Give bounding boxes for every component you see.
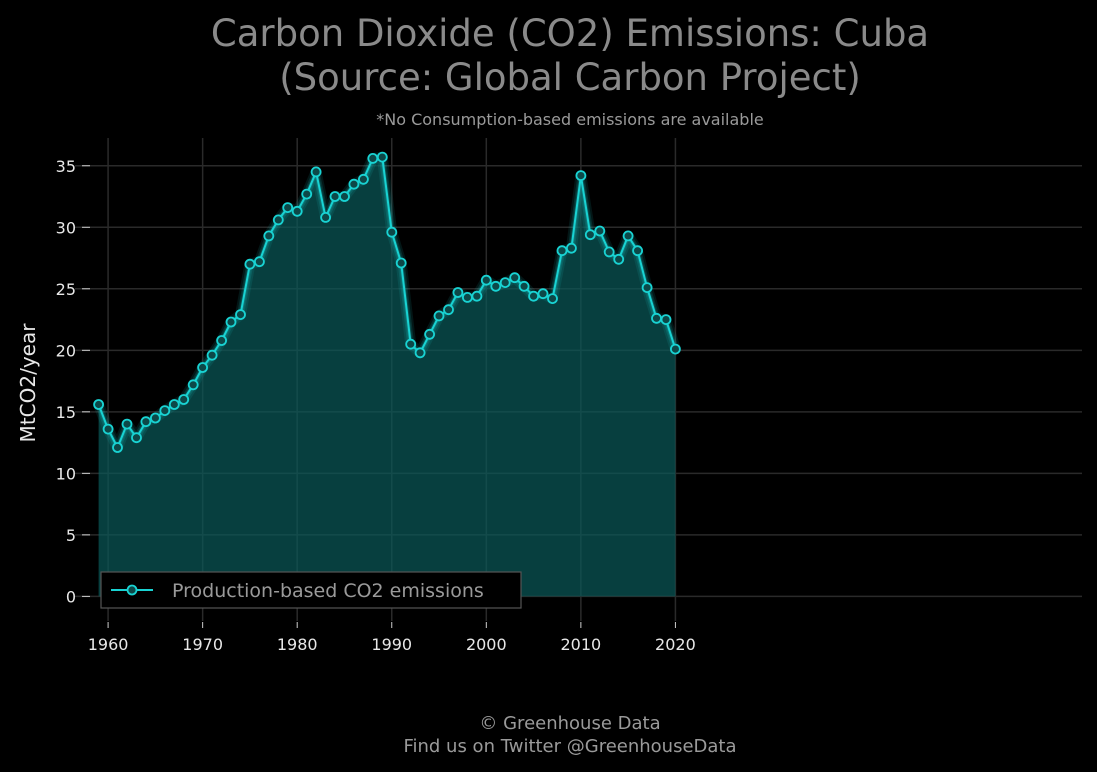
data-point <box>263 230 275 242</box>
data-point <box>339 191 350 202</box>
data-point <box>159 405 171 417</box>
data-point <box>660 314 672 326</box>
data-point <box>357 173 369 185</box>
data-point <box>131 432 142 444</box>
data-point <box>140 416 152 428</box>
x-tick-label: 1980 <box>277 635 318 654</box>
chart-subtitle: *No Consumption-based emissions are avai… <box>376 110 764 129</box>
data-point <box>461 291 473 303</box>
y-tick-label: 5 <box>66 526 76 545</box>
data-point <box>490 280 502 292</box>
data-point <box>556 245 568 257</box>
y-tick-label: 25 <box>56 280 76 299</box>
data-point <box>253 256 265 268</box>
data-point <box>603 246 615 258</box>
data-point <box>480 274 492 286</box>
y-axis-label: MtCO2/year <box>16 323 40 443</box>
data-point <box>594 225 606 237</box>
y-tick-label: 20 <box>56 341 76 360</box>
data-point <box>282 202 294 214</box>
y-tick-label: 30 <box>56 218 76 237</box>
y-tick-label: 0 <box>66 587 76 606</box>
legend-series-label: Production-based CO2 emissions <box>172 580 484 602</box>
data-point <box>499 277 511 289</box>
data-point <box>566 242 577 254</box>
x-tick-label: 1970 <box>182 635 223 654</box>
y-tick-label: 10 <box>56 464 76 483</box>
legend-point-marker <box>126 584 138 596</box>
data-point <box>537 288 549 300</box>
data-point <box>641 282 653 294</box>
data-point <box>651 312 662 324</box>
x-tick-label: 2020 <box>655 635 696 654</box>
data-point <box>528 290 539 302</box>
data-point <box>197 362 209 373</box>
data-point <box>613 253 625 265</box>
data-point <box>112 442 123 453</box>
y-tick-label: 15 <box>56 403 76 422</box>
data-point <box>187 379 199 391</box>
data-point <box>93 399 104 410</box>
data-point <box>301 188 313 200</box>
data-point <box>509 272 521 284</box>
data-point <box>348 178 360 190</box>
data-point <box>310 166 322 178</box>
plot-area <box>93 151 681 597</box>
x-axis: 1960 1970 1980 1990 2000 2010 2020 <box>88 622 696 654</box>
footer-copyright: © Greenhouse Data <box>479 713 660 734</box>
data-point <box>433 310 445 322</box>
y-tick-label: 35 <box>56 157 76 176</box>
data-point <box>225 316 237 328</box>
data-point <box>471 290 483 302</box>
data-point <box>443 304 454 316</box>
data-point <box>235 309 246 321</box>
chart-title-line1: Carbon Dioxide (CO2) Emissions: Cuba <box>211 12 929 55</box>
data-point <box>168 399 180 410</box>
data-point <box>584 229 596 241</box>
series-area <box>98 157 676 597</box>
data-point <box>102 423 114 435</box>
y-axis: 0 5 10 15 20 25 30 35 <box>56 157 90 606</box>
data-point <box>670 343 681 355</box>
x-tick-label: 1990 <box>371 635 412 654</box>
chart-title-line2: (Source: Global Carbon Project) <box>279 56 861 99</box>
data-point <box>452 287 464 298</box>
data-point <box>178 394 190 405</box>
data-point <box>395 257 407 269</box>
data-point <box>320 211 332 223</box>
x-tick-label: 2000 <box>466 635 507 654</box>
data-point <box>121 418 133 430</box>
legend-box <box>100 571 522 609</box>
legend: Production-based CO2 emissions <box>100 571 522 609</box>
data-point <box>386 226 398 238</box>
data-point <box>367 152 379 164</box>
data-point <box>424 328 436 340</box>
data-point <box>244 258 256 270</box>
data-point <box>329 191 341 202</box>
data-point <box>272 214 284 226</box>
data-point <box>622 230 634 242</box>
x-tick-label: 1960 <box>88 635 129 654</box>
data-point <box>518 280 530 292</box>
data-point <box>149 412 161 424</box>
data-point <box>632 245 643 257</box>
data-point <box>405 338 417 350</box>
data-point <box>206 349 218 361</box>
footer-twitter: Find us on Twitter @GreenhouseData <box>403 736 736 757</box>
x-tick-label: 2010 <box>561 635 602 654</box>
data-point <box>547 293 558 305</box>
data-point <box>414 347 426 359</box>
data-point <box>291 205 303 217</box>
data-point <box>216 335 228 346</box>
data-point <box>376 151 388 163</box>
data-point <box>575 170 587 182</box>
